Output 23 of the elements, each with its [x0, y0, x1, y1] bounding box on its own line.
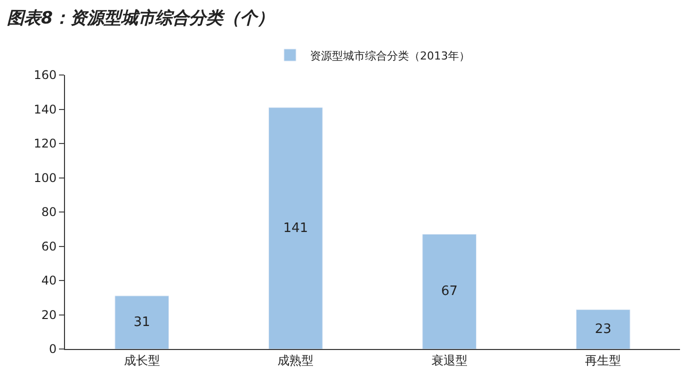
chart-title: 图表8：资源型城市综合分类（个）	[7, 8, 274, 29]
bar	[576, 309, 630, 349]
y-tick-label: 0	[48, 342, 57, 356]
data-label: 31	[134, 314, 150, 330]
legend-label: 资源型城市综合分类（2013年）	[310, 49, 470, 62]
x-tick-label: 成熟型	[278, 353, 314, 368]
bar	[114, 296, 170, 349]
x-tick-label: 衰退型	[431, 353, 468, 368]
y-tick-label: 140	[34, 102, 57, 116]
bar	[422, 234, 477, 349]
data-label: 141	[283, 220, 308, 236]
y-tick-label: 100	[34, 170, 57, 185]
x-tick-label: 成长型	[124, 353, 160, 368]
y-tick-label: 20	[41, 308, 57, 322]
data-label: 67	[441, 284, 458, 300]
y-tick-label: 120	[34, 136, 57, 151]
y-tick-label: 160	[34, 68, 57, 82]
y-tick-label: 60	[41, 239, 57, 254]
y-tick-label: 40	[41, 274, 57, 288]
y-tick-label: 80	[41, 205, 57, 220]
data-label: 23	[594, 322, 612, 337]
bar	[268, 107, 323, 349]
x-tick-label: 再生型	[585, 353, 622, 368]
